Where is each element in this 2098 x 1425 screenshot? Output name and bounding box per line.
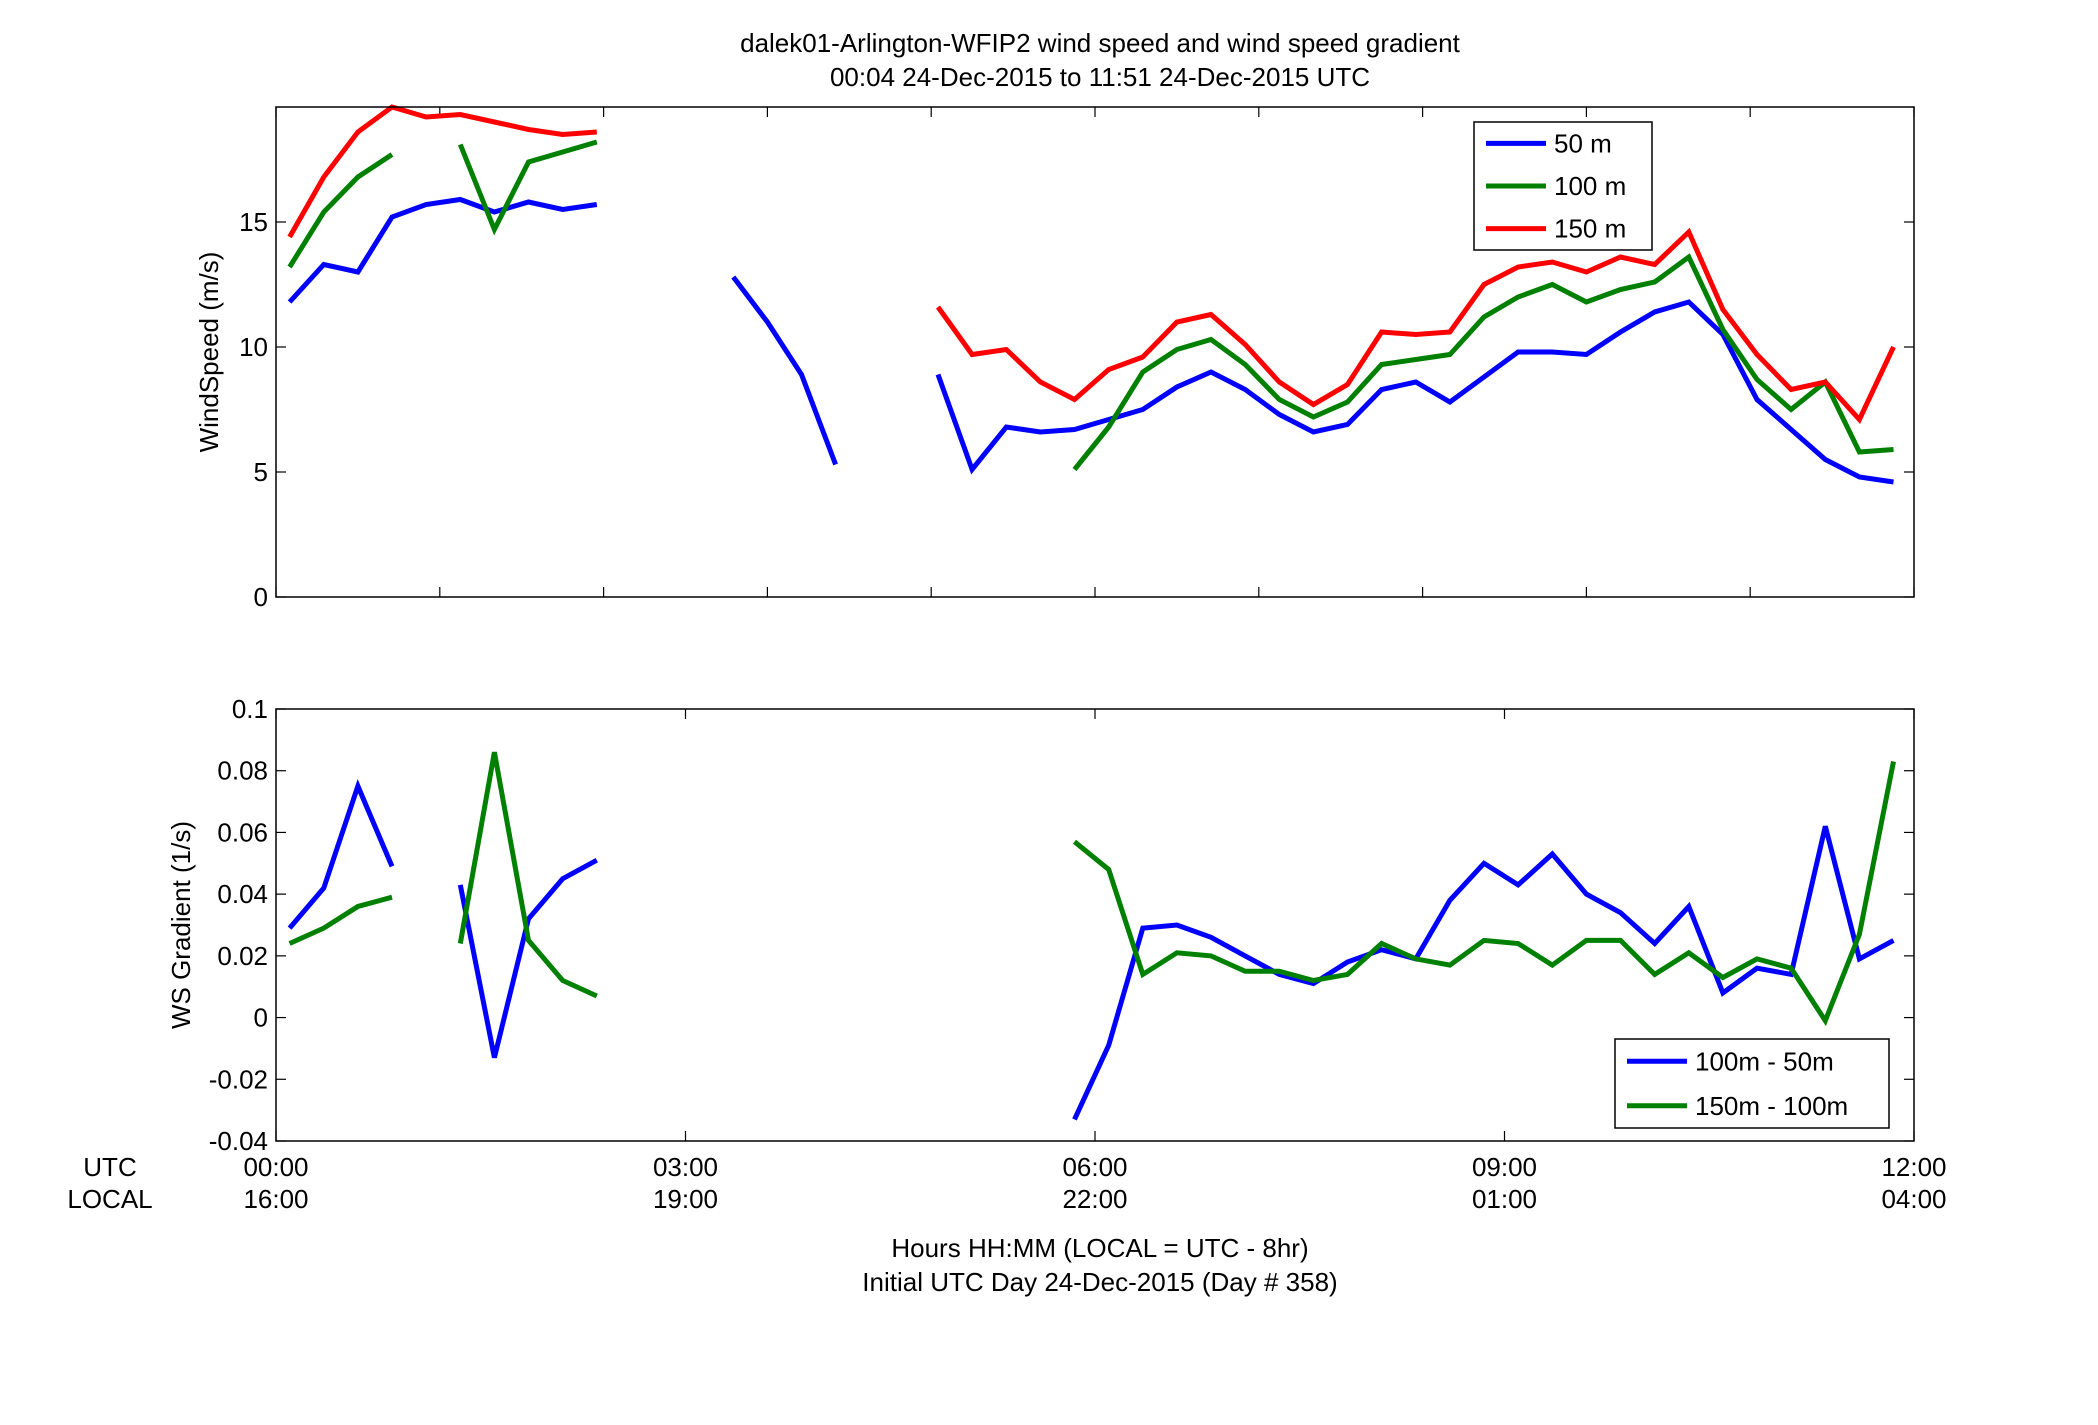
y-tick-label: 0 [254, 1003, 268, 1033]
figure-title-line2: 00:04 24-Dec-2015 to 11:51 24-Dec-2015 U… [830, 62, 1370, 92]
legend-label: 150m - 100m [1695, 1091, 1848, 1121]
local-row-label: LOCAL [67, 1184, 152, 1214]
series-line [287, 779, 395, 930]
y-axis-label: WS Gradient (1/s) [166, 821, 196, 1029]
series-line [288, 894, 393, 946]
utc-row-label: UTC [83, 1152, 136, 1182]
x-tick-label-utc: 00:00 [243, 1152, 308, 1182]
y-tick-label: 0.08 [217, 756, 268, 786]
legend-label: 50 m [1554, 128, 1612, 158]
legend-label: 100 m [1554, 171, 1626, 201]
y-tick-label: 0.02 [217, 941, 268, 971]
series-line [287, 196, 598, 304]
y-tick-label: 0.04 [217, 879, 268, 909]
legend-label: 100m - 50m [1695, 1046, 1834, 1076]
plot-frame [275, 708, 1915, 1142]
y-tick-label: 0.06 [217, 817, 268, 847]
x-tick-label-utc: 09:00 [1472, 1152, 1537, 1182]
y-axis-label: WindSpeed (m/s) [194, 252, 224, 453]
x-tick-label-local: 01:00 [1472, 1184, 1537, 1214]
x-axis-label-line1: Hours HH:MM (LOCAL = UTC - 8hr) [891, 1233, 1308, 1263]
x-tick-label-local: 16:00 [243, 1184, 308, 1214]
x-tick-label-utc: 12:00 [1881, 1152, 1946, 1182]
x-axis-label-line2: Initial UTC Day 24-Dec-2015 (Day # 358) [862, 1267, 1337, 1297]
x-tick-label-local: 19:00 [653, 1184, 718, 1214]
y-tick-label: 10 [239, 332, 268, 362]
series-line [731, 275, 838, 466]
series-line [287, 152, 394, 269]
plot-frame [275, 106, 1915, 598]
legend: 100m - 50m 150m - 100m [1614, 1038, 1890, 1129]
y-tick-label: 15 [239, 207, 268, 237]
y-tick-label: 0 [254, 582, 268, 612]
series-line [287, 104, 597, 239]
y-tick-label: -0.02 [209, 1064, 268, 1094]
wind-speed-gradient-panel: -0.04 -0.02 0 0.02 0.04 0.06 0.08 0.1 WS Gradien… [166, 694, 1915, 1156]
wind-speed-panel: 0 5 10 15 WindSpeed (m/s) 50 m 100 m 150 m [194, 104, 1915, 612]
x-tick-label-utc: 06:00 [1062, 1152, 1127, 1182]
y-tick-label: 5 [254, 457, 268, 487]
y-tick-label: 0.1 [232, 694, 268, 724]
legend-box [1614, 1038, 1890, 1129]
y-tick-label: -0.04 [209, 1126, 268, 1156]
x-tick-label-utc: 03:00 [653, 1152, 718, 1182]
x-tick-label-local: 22:00 [1062, 1184, 1127, 1214]
figure-title-line1: dalek01-Arlington-WFIP2 wind speed and w… [740, 28, 1461, 58]
legend: 50 m 100 m 150 m [1473, 121, 1653, 251]
x-tick-label-local: 04:00 [1881, 1184, 1946, 1214]
legend-label: 150 m [1554, 214, 1626, 244]
